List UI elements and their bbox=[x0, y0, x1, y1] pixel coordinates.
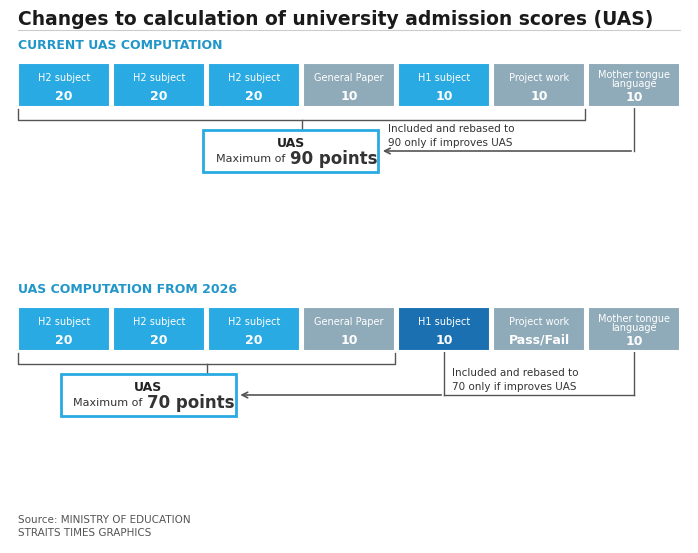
Text: 70 points: 70 points bbox=[147, 394, 235, 413]
Text: Project work: Project work bbox=[509, 317, 569, 327]
Text: Project work: Project work bbox=[509, 74, 569, 84]
Text: H1 subject: H1 subject bbox=[418, 317, 470, 327]
Text: Maximum of: Maximum of bbox=[216, 154, 288, 164]
Text: 20: 20 bbox=[55, 333, 73, 347]
Text: 20: 20 bbox=[150, 333, 168, 347]
Text: H2 subject: H2 subject bbox=[38, 317, 90, 327]
Text: language: language bbox=[611, 79, 657, 89]
Bar bbox=[113, 63, 205, 107]
Text: Included and rebased to
70 only if improves UAS: Included and rebased to 70 only if impro… bbox=[452, 368, 579, 392]
Bar bbox=[203, 130, 378, 172]
Bar bbox=[588, 307, 680, 351]
Bar bbox=[493, 307, 585, 351]
Text: UAS COMPUTATION FROM 2026: UAS COMPUTATION FROM 2026 bbox=[18, 283, 237, 296]
Bar bbox=[303, 307, 395, 351]
Text: Mother tongue: Mother tongue bbox=[598, 70, 670, 80]
Text: 10: 10 bbox=[340, 333, 358, 347]
Text: H2 subject: H2 subject bbox=[228, 74, 280, 84]
Text: H2 subject: H2 subject bbox=[133, 74, 185, 84]
Text: H2 subject: H2 subject bbox=[133, 317, 185, 327]
Text: CURRENT UAS COMPUTATION: CURRENT UAS COMPUTATION bbox=[18, 39, 223, 52]
Text: UAS: UAS bbox=[276, 137, 304, 150]
Text: 20: 20 bbox=[55, 90, 73, 102]
Text: Mother tongue: Mother tongue bbox=[598, 314, 670, 324]
Bar bbox=[588, 63, 680, 107]
Bar bbox=[208, 63, 300, 107]
Text: UAS: UAS bbox=[134, 381, 162, 394]
Text: 90 points: 90 points bbox=[290, 150, 377, 169]
Bar bbox=[18, 307, 110, 351]
Text: Maximum of: Maximum of bbox=[73, 398, 146, 409]
Text: General Paper: General Paper bbox=[314, 317, 384, 327]
Text: 10: 10 bbox=[436, 333, 453, 347]
Text: 10: 10 bbox=[625, 335, 643, 348]
Text: language: language bbox=[611, 323, 657, 333]
Bar bbox=[61, 374, 235, 416]
Text: STRAITS TIMES GRAPHICS: STRAITS TIMES GRAPHICS bbox=[18, 528, 151, 538]
Text: General Paper: General Paper bbox=[314, 74, 384, 84]
Text: H2 subject: H2 subject bbox=[38, 74, 90, 84]
Bar bbox=[398, 63, 490, 107]
Text: Included and rebased to
90 only if improves UAS: Included and rebased to 90 only if impro… bbox=[388, 124, 514, 148]
Bar bbox=[18, 63, 110, 107]
Text: 10: 10 bbox=[436, 90, 453, 102]
Text: Source: MINISTRY OF EDUCATION: Source: MINISTRY OF EDUCATION bbox=[18, 515, 191, 525]
Text: 20: 20 bbox=[150, 90, 168, 102]
Bar bbox=[493, 63, 585, 107]
Text: Pass/Fail: Pass/Fail bbox=[508, 333, 570, 347]
Bar bbox=[398, 307, 490, 351]
Text: 20: 20 bbox=[245, 333, 262, 347]
Text: 20: 20 bbox=[245, 90, 262, 102]
Bar bbox=[303, 63, 395, 107]
Text: H2 subject: H2 subject bbox=[228, 317, 280, 327]
Text: H1 subject: H1 subject bbox=[418, 74, 470, 84]
Text: 10: 10 bbox=[530, 90, 548, 102]
Bar bbox=[113, 307, 205, 351]
Bar bbox=[208, 307, 300, 351]
Text: 10: 10 bbox=[625, 91, 643, 104]
Text: Changes to calculation of university admission scores (UAS): Changes to calculation of university adm… bbox=[18, 10, 653, 29]
Text: 10: 10 bbox=[340, 90, 358, 102]
